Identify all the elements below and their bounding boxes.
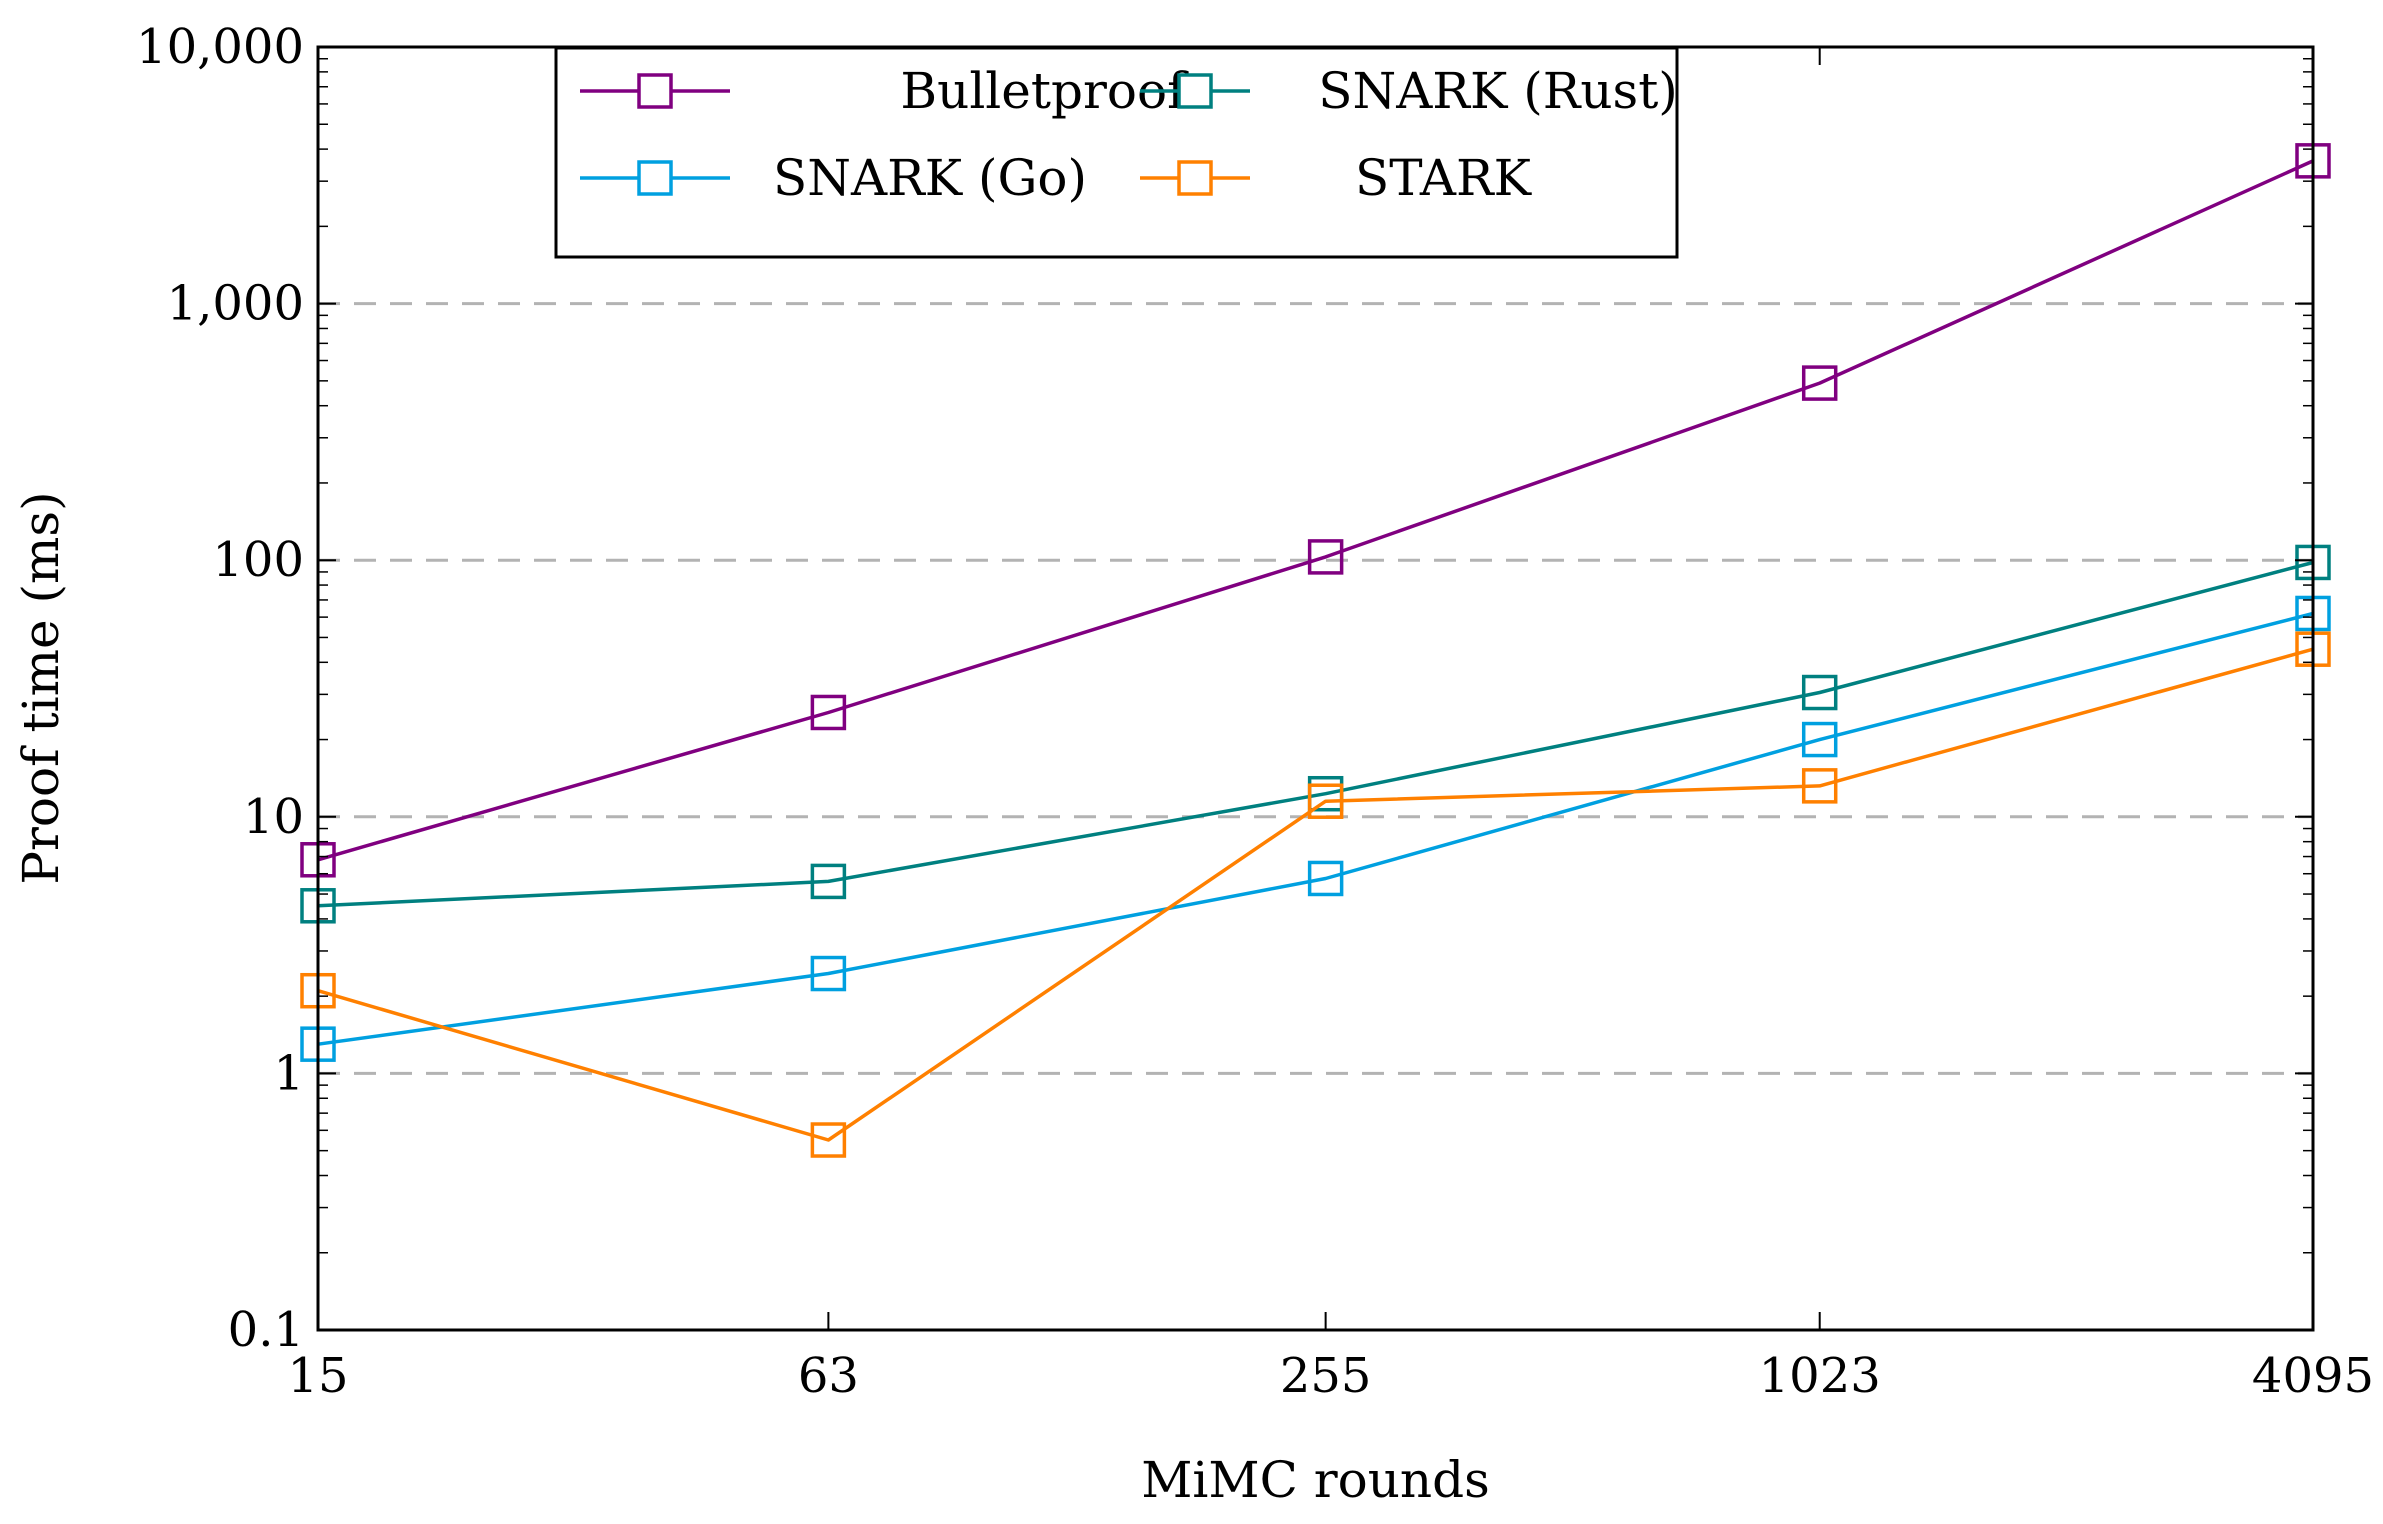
legend: Bulletproof SNARK (Rust)SNARK (Go) STARK: [554, 46, 1679, 259]
legend-marker: [1177, 73, 1213, 109]
series-line: [317, 159, 2314, 862]
data-point-marker: [810, 955, 847, 992]
data-point-marker: [1801, 768, 1838, 804]
series-line: [317, 560, 2314, 908]
label-layer: 0.1 1 10 100 1,000 10,000 15 63 255 1023 4095: [136, 19, 2374, 1404]
data-point-marker: [1801, 674, 1838, 711]
data-point-marker: [810, 1122, 847, 1158]
series-layer: [300, 143, 2331, 1158]
y-tick-label: 1: [273, 1045, 304, 1101]
x-tick-label: 15: [287, 1348, 348, 1404]
legend-label: STARK: [1355, 149, 1533, 207]
legend-marker: [1177, 160, 1213, 196]
legend-label: SNARK (Go): [773, 149, 1087, 207]
x-tick-label: 255: [1280, 1348, 1372, 1404]
y-tick-label: 10: [243, 789, 304, 845]
data-point-marker: [1307, 539, 1344, 575]
grid-layer: [318, 302, 2313, 1075]
y-tick-label: 100: [212, 532, 304, 588]
series-line: [317, 647, 2314, 1142]
tick-layer: [317, 46, 2314, 1331]
series-line: [317, 611, 2314, 1046]
legend-marker: [637, 73, 673, 109]
data-point-marker: [1801, 721, 1838, 758]
y-tick-label: 0.1: [228, 1302, 304, 1358]
legend-frame: [554, 46, 1679, 259]
data-point-marker: [810, 694, 847, 731]
x-tick-label: 63: [798, 1348, 859, 1404]
x-axis-title: MiMC rounds: [1141, 1451, 1490, 1509]
y-tick-label: 10,000: [136, 19, 304, 75]
legend-label: SNARK (Rust): [1318, 62, 1678, 120]
data-point-marker: [1307, 860, 1344, 897]
legend-marker: [637, 160, 673, 196]
data-point-marker: [810, 863, 847, 900]
data-point-marker: [1307, 783, 1344, 819]
y-tick-label: 1,000: [167, 276, 304, 332]
x-tick-label: 1023: [1759, 1348, 1881, 1404]
x-tick-label: 4095: [2252, 1348, 2374, 1404]
data-point-marker: [1801, 365, 1838, 401]
y-axis-title: Proof time (ms): [12, 491, 70, 884]
